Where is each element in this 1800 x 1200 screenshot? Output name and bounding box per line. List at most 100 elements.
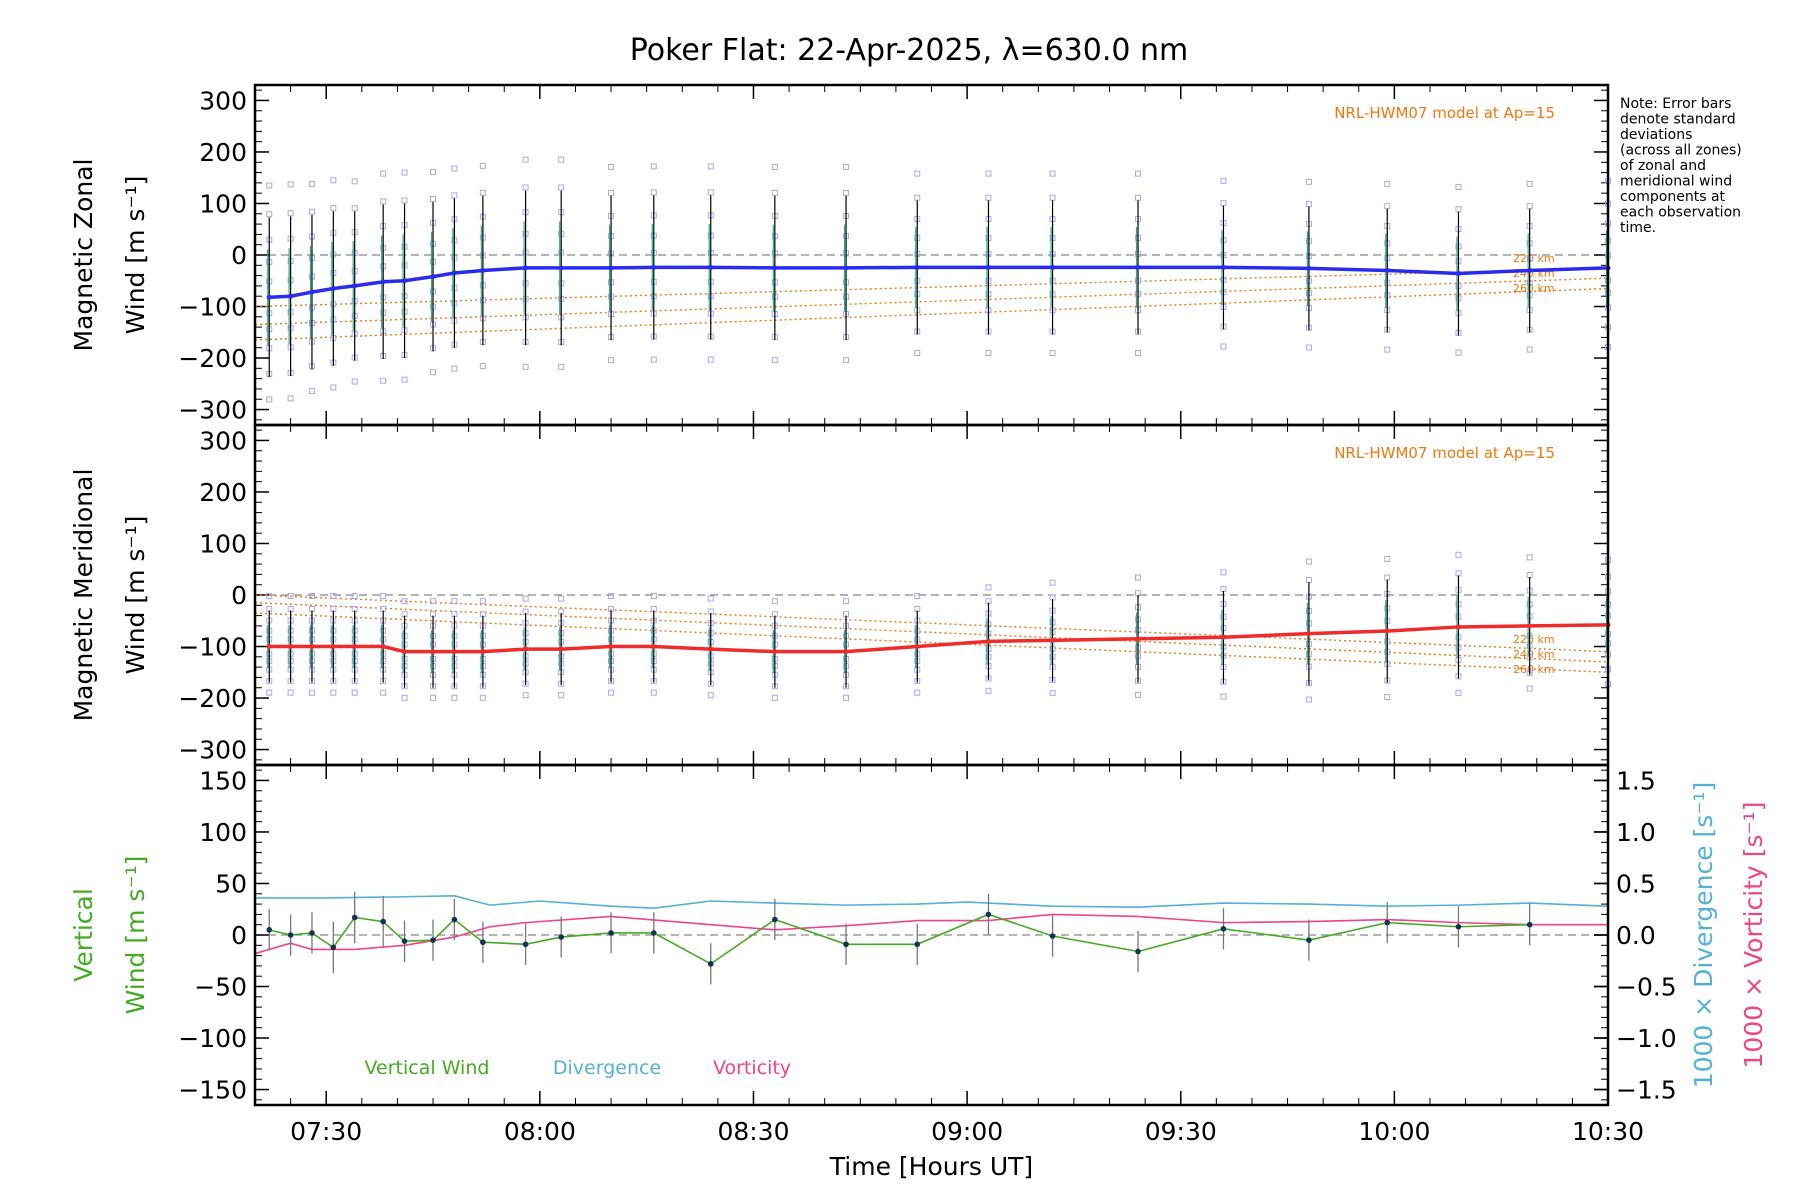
zone-marker bbox=[430, 694, 437, 701]
vertical-wind-point bbox=[266, 927, 273, 933]
mean-wind-point bbox=[402, 278, 408, 284]
mean-wind-point bbox=[1527, 267, 1533, 273]
y-tick-label: −150 bbox=[178, 1076, 247, 1105]
zone-marker bbox=[558, 156, 565, 163]
vertical-wind-point bbox=[1455, 923, 1462, 930]
zone-marker bbox=[914, 350, 921, 357]
mean-wind-point bbox=[558, 646, 564, 652]
y-tick-label: −200 bbox=[178, 344, 247, 373]
zone-marker bbox=[401, 169, 408, 176]
y2-axis-label-vorticity: 1000 × Vorticity [s⁻¹] bbox=[1739, 802, 1768, 1069]
vertical-wind-point bbox=[451, 916, 458, 923]
zone-marker bbox=[771, 357, 778, 364]
zone-marker bbox=[451, 165, 458, 172]
zone-marker bbox=[451, 694, 458, 701]
note-line: each observation bbox=[1620, 205, 1741, 221]
mean-wind-point bbox=[1455, 271, 1461, 277]
zone-marker bbox=[1220, 200, 1227, 207]
panels: −300 −200 −100 0 100 200 300 Magnetic Zonal Wind… bbox=[69, 83, 1768, 1181]
zone-marker bbox=[430, 195, 437, 202]
mean-wind-point bbox=[480, 649, 486, 655]
y-tick-label: 300 bbox=[199, 426, 247, 455]
zone-marker bbox=[1526, 554, 1533, 561]
zone-marker bbox=[985, 194, 992, 201]
zone-marker bbox=[401, 598, 408, 605]
vertical-wind-point bbox=[707, 961, 714, 967]
model-label: NRL-HWM07 model at Ap=15 bbox=[1334, 444, 1555, 462]
zone-marker bbox=[330, 177, 337, 184]
zone-marker bbox=[479, 189, 486, 196]
zone-marker bbox=[1455, 206, 1462, 213]
zone-marker bbox=[1049, 170, 1056, 177]
note-line: denote standard bbox=[1620, 112, 1736, 128]
zone-marker bbox=[707, 595, 714, 602]
zone-marker bbox=[308, 689, 315, 696]
zone-marker bbox=[1384, 555, 1391, 562]
y-tick-label: 200 bbox=[199, 138, 247, 167]
zone-marker bbox=[522, 595, 529, 602]
model-curve bbox=[254, 287, 1609, 341]
vertical-wind-point bbox=[843, 941, 849, 948]
y-axis-label: Magnetic Meridional bbox=[69, 469, 98, 722]
zone-marker bbox=[843, 357, 850, 364]
note-line: of zonal and bbox=[1620, 158, 1706, 174]
zone-marker bbox=[522, 363, 529, 370]
y-axis-label: Wind [m s⁻¹] bbox=[121, 176, 150, 335]
mean-wind-point bbox=[1220, 264, 1226, 270]
zone-marker bbox=[430, 598, 437, 605]
zone-marker bbox=[1455, 551, 1462, 558]
zone-marker bbox=[1455, 349, 1462, 356]
y2-tick-label: 1.5 bbox=[1616, 766, 1656, 795]
zone-marker bbox=[1135, 350, 1142, 357]
mean-wind-point bbox=[708, 646, 714, 652]
mean-wind-point bbox=[288, 293, 294, 299]
zone-marker bbox=[287, 689, 294, 696]
mean-wind-point bbox=[1220, 634, 1226, 640]
zone-marker bbox=[1135, 194, 1142, 201]
zone-marker bbox=[1384, 180, 1391, 187]
zone-marker bbox=[308, 593, 315, 600]
note-line: components at bbox=[1620, 189, 1726, 205]
y-tick-label: 200 bbox=[199, 478, 247, 507]
y-tick-label: 100 bbox=[199, 529, 247, 558]
zone-marker bbox=[451, 365, 458, 372]
mean-wind-point bbox=[480, 267, 486, 273]
y-tick-label: 300 bbox=[199, 86, 247, 115]
vertical-wind-point bbox=[558, 934, 565, 940]
zone-marker bbox=[1049, 194, 1056, 201]
y-tick-label: −300 bbox=[178, 736, 247, 765]
zone-marker bbox=[380, 593, 387, 600]
vertical-wind-point bbox=[351, 914, 358, 921]
zone-marker bbox=[266, 396, 273, 403]
zone-marker bbox=[843, 163, 850, 170]
y-tick-label: −300 bbox=[178, 396, 247, 425]
zone-marker bbox=[330, 384, 337, 391]
model-curve bbox=[254, 594, 1609, 653]
zone-marker bbox=[351, 593, 358, 600]
zone-marker bbox=[351, 205, 358, 212]
mean-wind-point bbox=[651, 644, 657, 650]
legend-divergence: Divergence bbox=[553, 1057, 661, 1079]
zone-marker bbox=[771, 189, 778, 196]
zone-marker bbox=[451, 598, 458, 605]
mean-wind-point bbox=[451, 270, 457, 276]
vertical-wind-point bbox=[1049, 933, 1056, 939]
zone-marker bbox=[266, 689, 273, 696]
mean-wind-point bbox=[309, 289, 315, 295]
zone-marker bbox=[401, 694, 408, 701]
zone-marker bbox=[380, 377, 387, 384]
mean-wind-point bbox=[708, 264, 714, 270]
y-tick-label: −100 bbox=[178, 1024, 247, 1053]
zone-marker bbox=[1384, 574, 1391, 581]
zone-marker bbox=[1305, 201, 1312, 208]
zone-marker bbox=[771, 694, 778, 701]
vertical-wind-point bbox=[985, 911, 992, 918]
mean-wind-point bbox=[330, 644, 336, 650]
zone-marker bbox=[707, 356, 714, 363]
mean-wind-point bbox=[1384, 267, 1390, 273]
vertical-wind-point bbox=[330, 944, 337, 951]
mean-wind-point bbox=[1306, 631, 1312, 637]
mean-wind-point bbox=[914, 264, 920, 270]
zone-marker bbox=[287, 181, 294, 188]
mean-wind-point bbox=[380, 279, 386, 285]
